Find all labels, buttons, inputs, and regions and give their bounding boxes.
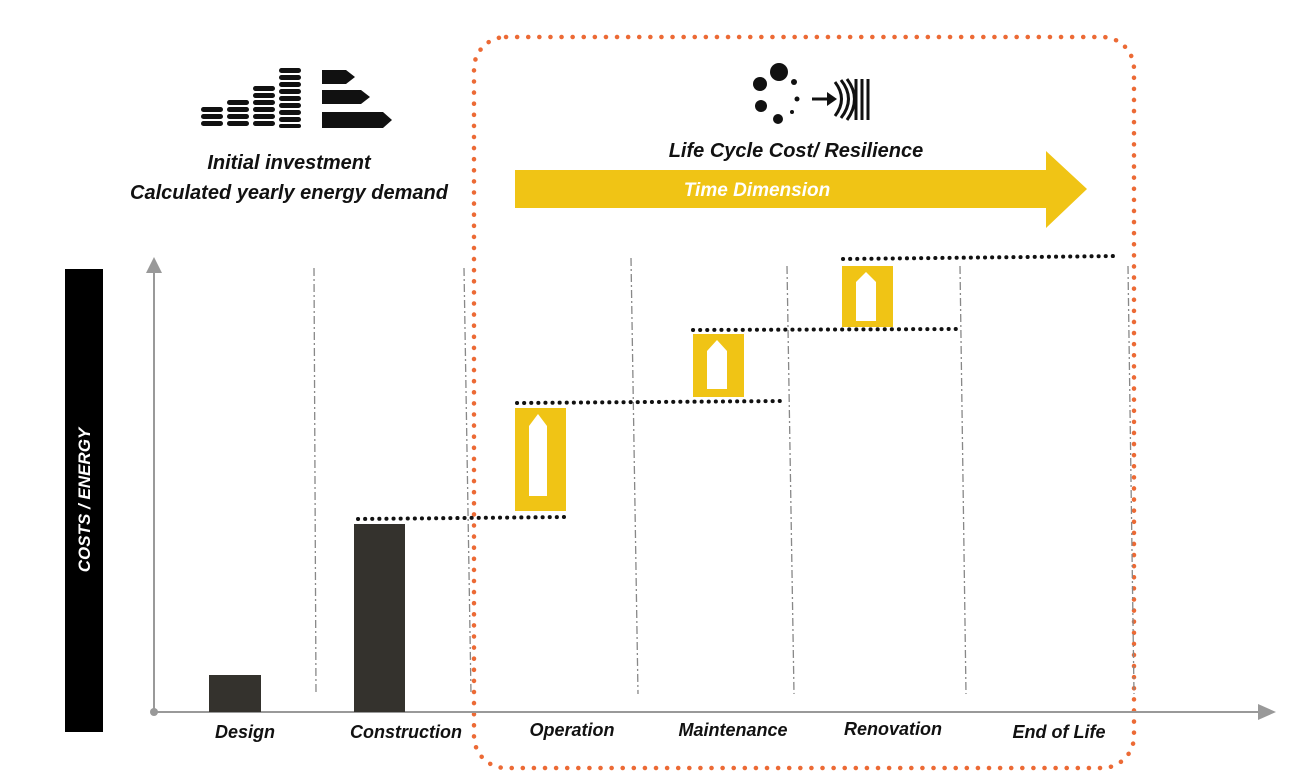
phase-dividers (313, 257, 1135, 695)
y-axis-label: COSTS / ENERGY (75, 426, 94, 572)
life-cycle-cost-title: Life Cycle Cost/ Resilience (669, 140, 924, 162)
y-axis (146, 257, 162, 712)
design-cost-bar (209, 675, 261, 712)
yearly-energy-demand-label: Calculated yearly energy demand (130, 182, 449, 204)
phase-label-construction: Construction (350, 722, 462, 742)
energy-label-icon (322, 70, 392, 128)
phase-labels: Design Construction Operation Maintenanc… (215, 719, 1106, 742)
resilience-arrow-icon (812, 78, 870, 121)
phase-label-renovation: Renovation (844, 719, 942, 739)
phase-label-end-of-life: End of Life (1013, 722, 1106, 742)
initial-investment-label: Initial investment (207, 152, 372, 174)
cycle-dots-icon (753, 63, 800, 124)
cumulative-cost-lines (356, 254, 1120, 521)
operation-increment-box (515, 408, 566, 511)
coins-stack-icon (201, 68, 301, 128)
renovation-increment-box (842, 266, 893, 327)
time-dimension-arrow (515, 151, 1087, 228)
construction-cost-bar (354, 524, 405, 712)
y-axis-label-box (65, 269, 103, 732)
time-dimension-label: Time Dimension (684, 180, 830, 201)
phase-label-design: Design (215, 722, 275, 742)
phase-label-maintenance: Maintenance (678, 720, 787, 740)
life-cycle-frame (471, 34, 1137, 771)
x-axis (150, 704, 1276, 720)
maintenance-increment-box (693, 334, 744, 397)
phase-label-operation: Operation (529, 720, 614, 740)
